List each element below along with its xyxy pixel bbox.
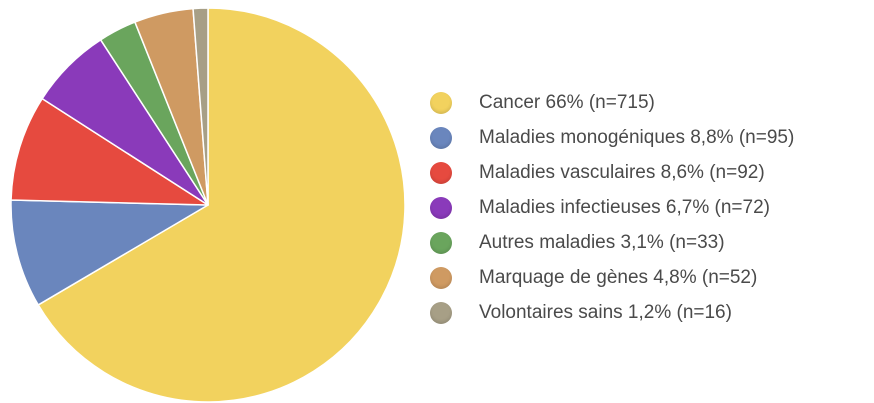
- legend-label: Cancer 66% (n=715): [479, 91, 655, 113]
- legend-item: Marquage de gènes 4,8% (n=52): [430, 261, 794, 294]
- legend-swatch: [430, 161, 452, 184]
- legend-item: Maladies monogéniques 8,8% (n=95): [430, 121, 794, 154]
- pie-slice-6: [192, 7, 209, 206]
- legend-item: Volontaires sains 1,2% (n=16): [430, 296, 794, 329]
- pie-slice-1: [10, 199, 209, 306]
- legend-swatch: [430, 196, 452, 219]
- legend-swatch: [430, 266, 452, 289]
- legend-swatch: [430, 126, 452, 149]
- legend-swatch: [430, 301, 452, 324]
- legend-item: Maladies vasculaires 8,6% (n=92): [430, 156, 794, 189]
- legend-label: Marquage de gènes 4,8% (n=52): [479, 266, 758, 288]
- chart-legend: Cancer 66% (n=715) Maladies monogéniques …: [430, 86, 794, 331]
- legend-label: Autres maladies 3,1% (n=33): [479, 231, 725, 253]
- legend-swatch: [430, 91, 452, 114]
- pie-slices: [10, 7, 406, 403]
- pie-slice-2: [10, 97, 209, 206]
- legend-item: Maladies infectieuses 6,7% (n=72): [430, 191, 794, 224]
- legend-label: Volontaires sains 1,2% (n=16): [479, 301, 732, 323]
- legend-swatch: [430, 231, 452, 254]
- legend-label: Maladies infectieuses 6,7% (n=72): [479, 196, 770, 218]
- legend-item: Autres maladies 3,1% (n=33): [430, 226, 794, 259]
- legend-label: Maladies monogéniques 8,8% (n=95): [479, 126, 795, 148]
- pie-slice-0: [37, 7, 406, 403]
- legend-item: Cancer 66% (n=715): [430, 86, 794, 119]
- legend-label: Maladies vasculaires 8,6% (n=92): [479, 161, 765, 183]
